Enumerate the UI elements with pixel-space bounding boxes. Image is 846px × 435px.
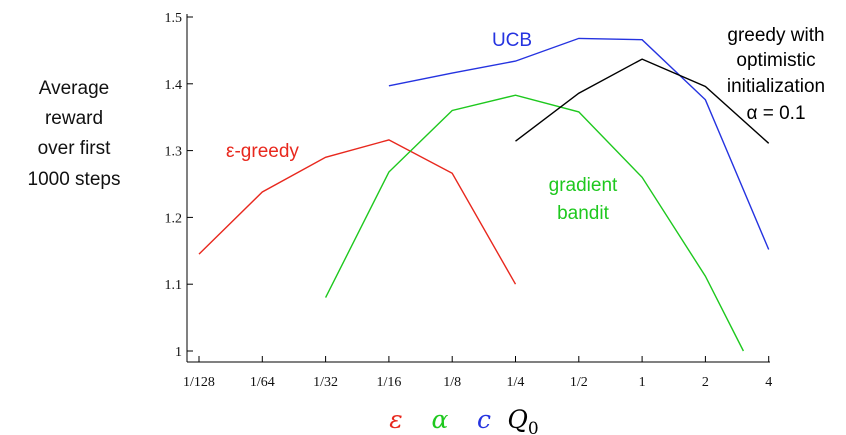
series-line (324, 94, 745, 352)
y-ticks: 1 1.1 1.2 1.3 1.4 1.5 (165, 11, 193, 360)
x-tick-label: 1/2 (570, 375, 588, 390)
optimistic-label-line: optimistic (736, 50, 815, 71)
series-lines (198, 37, 770, 352)
ucb-label: UCB (492, 30, 532, 51)
y-tick-label: 1.2 (165, 211, 183, 226)
x-parameter-labels: ε α c Q0 (389, 405, 538, 435)
c-parameter-label: c (477, 405, 491, 434)
y-tick-label: 1.4 (165, 78, 183, 93)
optimistic-label-line: greedy with (727, 25, 824, 46)
y-tick-label: 1 (175, 345, 182, 360)
x-tick-label: 4 (765, 375, 772, 390)
series-line (515, 58, 770, 144)
x-tick-label: 1/4 (507, 375, 525, 390)
q0-subscript: 0 (528, 419, 539, 435)
q0-parameter-label: Q0 (507, 405, 538, 435)
epsilon-parameter-label: ε (389, 405, 402, 434)
x-tick-label: 1 (639, 375, 646, 390)
series-line (198, 139, 517, 285)
y-tick-label: 1.5 (165, 11, 183, 26)
x-tick-label: 2 (702, 375, 709, 390)
series-line (388, 37, 770, 250)
gradient-bandit-label-line: gradient (549, 175, 618, 196)
optimistic-label-line: α = 0.1 (746, 103, 805, 124)
y-axis-label-line: reward (45, 108, 103, 129)
x-tick-label: 1/64 (250, 375, 275, 390)
y-tick-label: 1.3 (165, 145, 183, 160)
x-tick-label: 1/16 (376, 375, 401, 390)
alpha-parameter-label: α (432, 405, 449, 434)
y-axis-label-line: Average (39, 78, 109, 99)
q0-symbol: Q (507, 405, 528, 434)
x-tick-label: 1/128 (183, 375, 215, 390)
y-axis-label-line: 1000 steps (28, 169, 121, 190)
x-tick-label: 1/32 (313, 375, 338, 390)
x-tick-label: 1/8 (443, 375, 461, 390)
epsilon-greedy-label: ε-greedy (226, 141, 299, 162)
y-tick-label: 1.1 (165, 278, 183, 293)
x-ticks: 1/128 1/64 1/32 1/16 1/8 1/4 1/2 1 2 4 (183, 356, 772, 390)
optimistic-label-line: initialization (727, 76, 825, 97)
y-axis-label-line: over first (38, 138, 112, 159)
gradient-bandit-label-line: bandit (557, 203, 609, 224)
y-axis-label: Average reward over first 1000 steps (28, 78, 121, 190)
